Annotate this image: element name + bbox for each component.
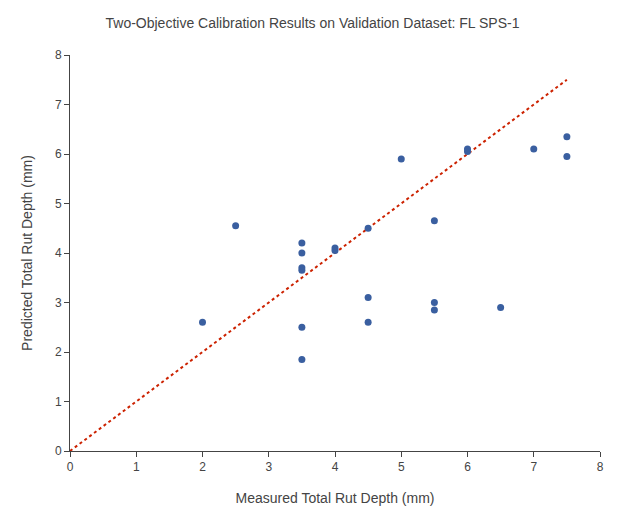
svg-text:Predicted Total Rut Depth (mm): Predicted Total Rut Depth (mm) (19, 155, 35, 351)
svg-text:1: 1 (55, 395, 62, 409)
svg-text:0: 0 (67, 460, 74, 474)
svg-text:3: 3 (55, 296, 62, 310)
svg-text:8: 8 (597, 460, 604, 474)
svg-text:2: 2 (199, 460, 206, 474)
svg-text:Two-Objective Calibration Resu: Two-Objective Calibration Results on Val… (106, 15, 520, 31)
svg-text:4: 4 (332, 460, 339, 474)
svg-text:5: 5 (398, 460, 405, 474)
svg-text:3: 3 (265, 460, 272, 474)
svg-text:6: 6 (55, 147, 62, 161)
svg-text:5: 5 (55, 197, 62, 211)
svg-text:Measured Total Rut Depth (mm): Measured Total Rut Depth (mm) (236, 490, 435, 506)
svg-text:7: 7 (55, 98, 62, 112)
svg-text:4: 4 (55, 246, 62, 260)
svg-text:7: 7 (530, 460, 537, 474)
svg-text:8: 8 (55, 48, 62, 62)
svg-text:0: 0 (55, 444, 62, 458)
svg-text:6: 6 (464, 460, 471, 474)
svg-text:1: 1 (133, 460, 140, 474)
svg-text:2: 2 (55, 345, 62, 359)
